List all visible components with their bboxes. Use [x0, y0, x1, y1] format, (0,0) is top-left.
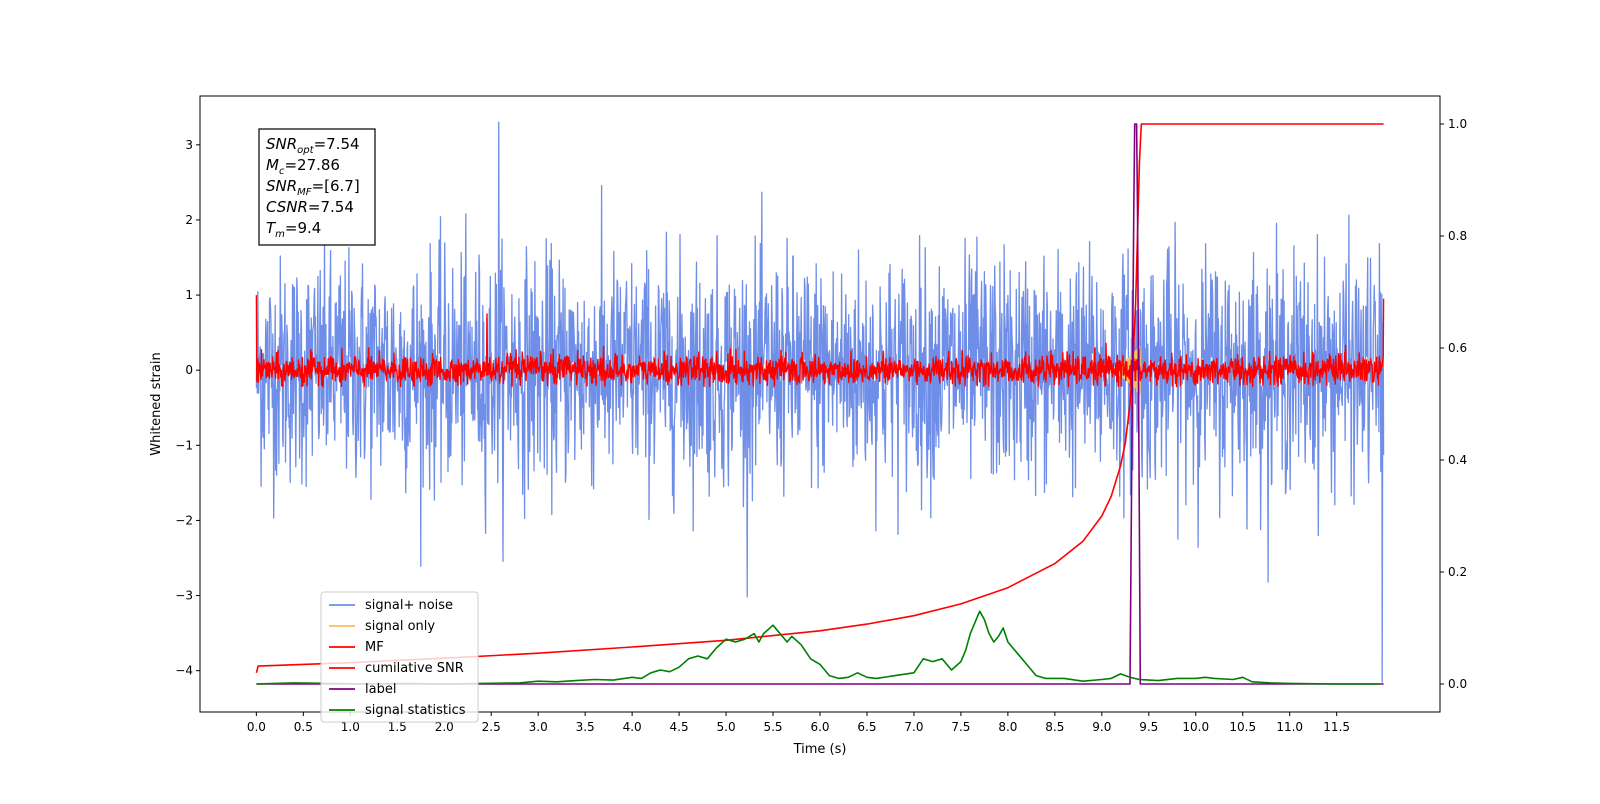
y2-tick-label: 0.2: [1448, 565, 1467, 579]
y-tick-label: 1: [185, 288, 193, 302]
annotation-line: SNRMF=[6.7]: [266, 177, 360, 198]
annotation-value: =27.86: [284, 156, 340, 174]
annotation-symbol: SNR: [266, 135, 297, 153]
x-tick-label: 3.0: [529, 720, 548, 734]
x-tick-label: 0.0: [247, 720, 266, 734]
annotation-symbol: T: [266, 219, 277, 237]
legend-entry-label: MF: [365, 640, 384, 655]
annotation-line: SNRopt=7.54: [266, 135, 360, 156]
x-tick-label: 2.5: [482, 720, 501, 734]
y-axis-label: Whitened strain: [149, 352, 164, 455]
y-tick-label: 3: [185, 138, 193, 152]
x-tick-label: 9.0: [1092, 720, 1111, 734]
annotation-subscript: MF: [297, 187, 312, 198]
series-signal-statistics-line: [256, 610, 1379, 685]
annotation-value: =7.54: [314, 135, 360, 153]
y-tick-label: 2: [185, 213, 193, 227]
legend-entry-label: signal only: [365, 619, 435, 634]
x-tick-label: 3.5: [576, 720, 595, 734]
annotation-symbol: M: [266, 156, 279, 174]
x-tick-label: 1.0: [341, 720, 360, 734]
x-tick-label: 6.5: [857, 720, 876, 734]
x-axis-ticks: 0.0 0.5 1.0 1.5 2.0 2.5 3.0 3.5 4.0 4.5 5.0 5.5 6.0 6…: [247, 712, 1350, 734]
annotation-subscript: m: [275, 229, 285, 240]
x-tick-label: 1.5: [388, 720, 407, 734]
y-axis-ticks: −4 −3 −2 −1 0 1 2 3: [175, 138, 200, 678]
x-tick-label: 10.0: [1182, 720, 1209, 734]
annotation-symbol: SNR: [266, 177, 297, 195]
annotation-line: Mc=27.86: [266, 156, 340, 177]
y-tick-label: −4: [175, 664, 193, 678]
y-tick-label: 0: [185, 363, 193, 377]
x-tick-label: 0.5: [294, 720, 313, 734]
x-tick-label: 11.5: [1323, 720, 1350, 734]
y2-tick-label: 1.0: [1448, 117, 1467, 131]
annotation-box-frame: [258, 128, 376, 246]
legend-entry-label: cumilative SNR: [365, 661, 464, 676]
annotation-line: Tm=9.4: [266, 219, 321, 240]
y-tick-label: −1: [175, 438, 193, 452]
x-tick-label: 8.5: [1045, 720, 1064, 734]
y2-tick-label: 0.4: [1448, 453, 1467, 467]
x-tick-label: 5.0: [717, 720, 736, 734]
x-tick-label: 8.0: [998, 720, 1017, 734]
y-tick-label: −3: [175, 589, 193, 603]
x-tick-label: 10.5: [1229, 720, 1256, 734]
y2-tick-label: 0.0: [1448, 677, 1467, 691]
annotation-subscript: opt: [297, 145, 314, 156]
annotation-line: CSNR=7.54: [266, 198, 354, 216]
x-tick-label: 7.5: [951, 720, 970, 734]
x-tick-label: 2.0: [435, 720, 454, 734]
annotation-box: SNRopt=7.54Mc=27.86SNRMF=[6.7]CSNR=7.54T…: [258, 128, 376, 246]
x-tick-label: 9.5: [1139, 720, 1158, 734]
legend-entry-label: signal+ noise: [365, 598, 453, 613]
x-tick-label: 6.0: [810, 720, 829, 734]
x-axis-label: Time (s): [793, 742, 847, 757]
y2-tick-label: 0.8: [1448, 229, 1467, 243]
series-label-line: [256, 123, 1384, 685]
annotation-value: =7.54: [308, 198, 354, 216]
legend-frame: [320, 591, 479, 723]
x-tick-label: 7.0: [904, 720, 923, 734]
legend: signal+ noise signal only MF cumilative SNR…: [320, 591, 479, 723]
x-tick-label: 5.5: [763, 720, 782, 734]
x-tick-label: 4.0: [623, 720, 642, 734]
legend-entry-label: label: [365, 682, 396, 697]
x-tick-label: 4.5: [670, 720, 689, 734]
annotation-subscript: c: [279, 166, 285, 177]
y2-axis-ticks: 0.0 0.2 0.4 0.6 0.8 1.0: [1440, 117, 1467, 691]
y2-tick-label: 0.6: [1448, 341, 1467, 355]
annotation-symbol: CSNR: [266, 198, 308, 216]
annotation-value: =9.4: [285, 219, 321, 237]
y-tick-label: −2: [175, 513, 193, 527]
series-mf-line: [255, 295, 1385, 388]
series-cumilative-snr-line: [255, 123, 1384, 674]
x-tick-label: 11.0: [1276, 720, 1303, 734]
legend-entry-label: signal statistics: [365, 703, 466, 718]
annotation-value: =[6.7]: [312, 177, 360, 195]
series-layer: [255, 121, 1385, 685]
